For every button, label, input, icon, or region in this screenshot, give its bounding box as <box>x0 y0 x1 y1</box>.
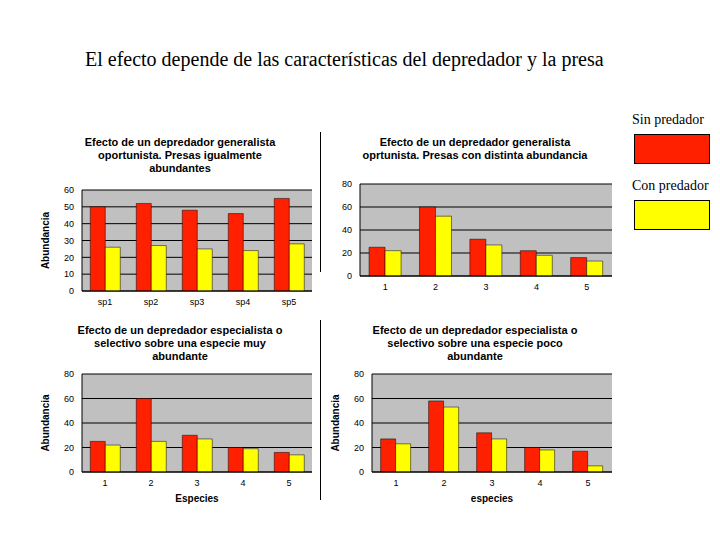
html-text:Sin predador: Sin predador <box>632 112 704 127</box>
svg-text:Abundancia: Abundancia <box>330 394 341 452</box>
svg-text:5: 5 <box>585 478 590 488</box>
svg-text:4: 4 <box>240 478 245 488</box>
svg-text:80: 80 <box>342 180 352 189</box>
svg-text:80: 80 <box>64 370 74 379</box>
svg-text:20: 20 <box>342 248 352 258</box>
svg-text:40: 40 <box>64 418 74 428</box>
svg-text:2: 2 <box>441 478 446 488</box>
svg-text:30: 30 <box>64 236 74 246</box>
svg-text:0: 0 <box>347 271 352 281</box>
svg-text:20: 20 <box>354 443 364 453</box>
svg-text:0: 0 <box>359 467 364 477</box>
svg-text:1: 1 <box>102 478 107 488</box>
svg-text:sp4: sp4 <box>236 297 251 307</box>
svg-text:4: 4 <box>537 478 542 488</box>
svg-text:0: 0 <box>69 286 74 296</box>
svg-text:50: 50 <box>64 202 74 212</box>
svg-text:20: 20 <box>64 443 74 453</box>
svg-text:1: 1 <box>393 478 398 488</box>
html-text:El efecto depende de las carac: El efecto depende de las características… <box>85 48 604 70</box>
svg-text:4: 4 <box>534 282 539 292</box>
svg-text:1: 1 <box>383 282 388 292</box>
svg-text:10: 10 <box>64 269 74 279</box>
svg-text:40: 40 <box>64 219 74 229</box>
svg-text:5: 5 <box>286 478 291 488</box>
svg-text:sp3: sp3 <box>190 297 205 307</box>
svg-text:2: 2 <box>148 478 153 488</box>
svg-text:3: 3 <box>483 282 488 292</box>
svg-text:Abundancia: Abundancia <box>40 394 51 452</box>
html-text:Con predador: Con predador <box>632 178 709 193</box>
svg-text:5: 5 <box>584 282 589 292</box>
svg-text:sp5: sp5 <box>282 297 297 307</box>
svg-text:60: 60 <box>64 394 74 404</box>
html-text:Efecto de un depredador genera: Efecto de un depredador generalista oprt… <box>362 136 588 161</box>
svg-text:40: 40 <box>342 225 352 235</box>
html-text:Efecto de un depredador genera: Efecto de un depredador generalista opor… <box>84 136 276 174</box>
svg-text:60: 60 <box>342 202 352 212</box>
svg-text:Especies: Especies <box>175 493 219 504</box>
svg-text:especies: especies <box>471 493 514 504</box>
svg-text:2: 2 <box>433 282 438 292</box>
svg-text:sp1: sp1 <box>98 297 113 307</box>
svg-text:20: 20 <box>64 253 74 263</box>
svg-text:80: 80 <box>354 370 364 379</box>
svg-text:3: 3 <box>489 478 494 488</box>
svg-text:Abundancia: Abundancia <box>40 211 51 269</box>
svg-text:60: 60 <box>354 394 364 404</box>
html-text:Efecto de un depredador especi: Efecto de un depredador especialista o s… <box>77 324 283 362</box>
svg-text:0: 0 <box>69 467 74 477</box>
html-text:Efecto de un depredador especi: Efecto de un depredador especialista o s… <box>372 324 578 362</box>
svg-text:40: 40 <box>354 418 364 428</box>
svg-text:sp2: sp2 <box>144 297 159 307</box>
svg-text:60: 60 <box>64 186 74 195</box>
svg-text:3: 3 <box>194 478 199 488</box>
